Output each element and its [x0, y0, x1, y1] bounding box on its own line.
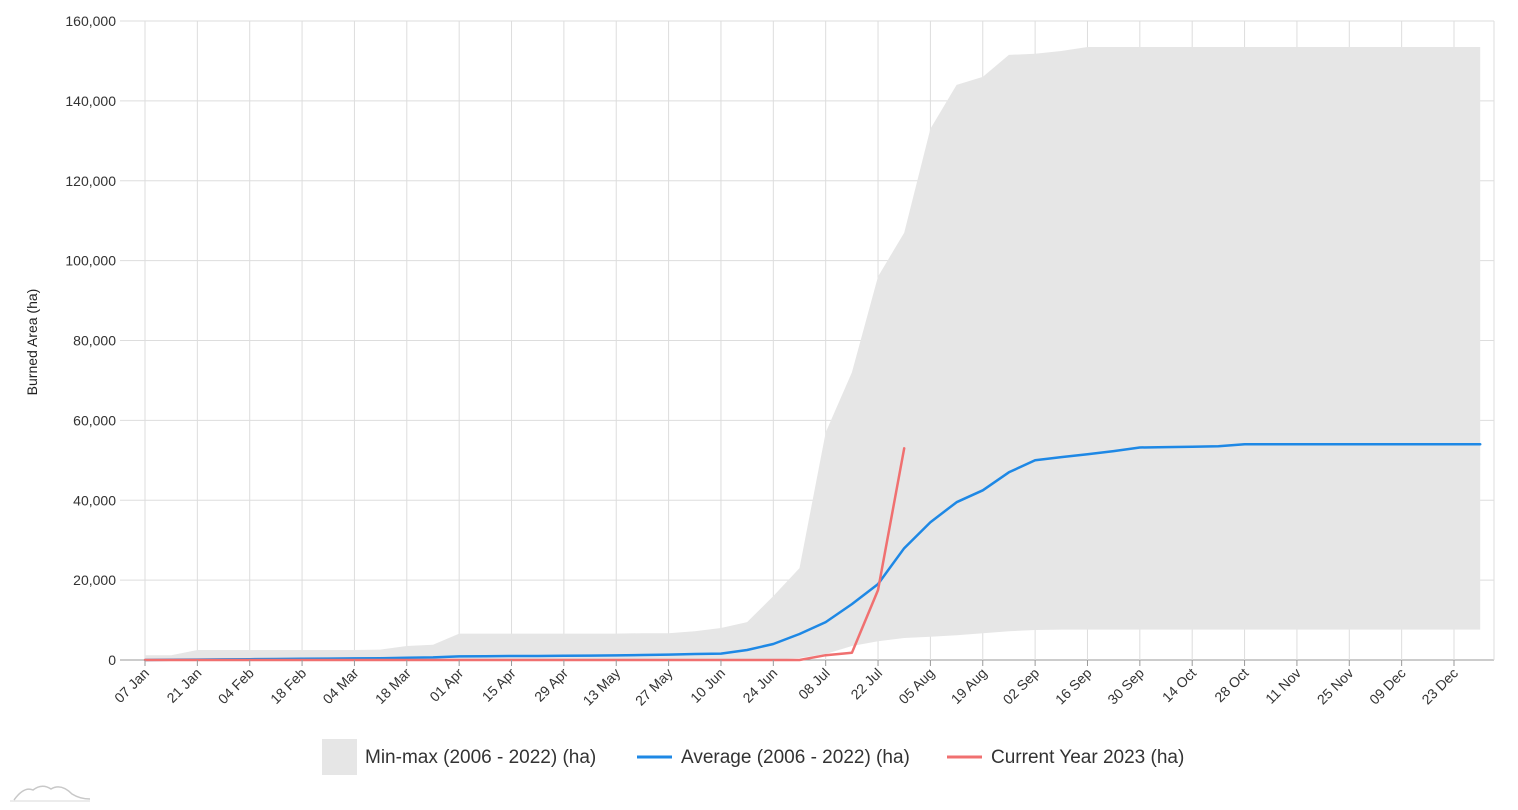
legend-label-minmax: Min-max (2006 - 2022) (ha)	[365, 747, 596, 768]
y-tick-label: 100,000	[65, 253, 116, 269]
legend-item-minmax[interactable]: Min-max (2006 - 2022) (ha)	[322, 739, 596, 775]
x-tick-label: 08 Jul	[795, 665, 833, 703]
legend-item-average[interactable]: Average (2006 - 2022) (ha)	[637, 747, 910, 768]
x-tick-label: 10 Jun	[687, 665, 728, 706]
x-tick-label: 30 Sep	[1104, 665, 1147, 708]
mountain-logo-icon	[13, 785, 91, 801]
series-lines	[143, 443, 1482, 662]
x-tick-label: 02 Sep	[1000, 665, 1043, 708]
x-tick-label: 18 Feb	[267, 665, 309, 707]
y-tick-label: 160,000	[65, 13, 116, 29]
x-tick-label: 27 May	[632, 665, 676, 709]
legend-label-average: Average (2006 - 2022) (ha)	[681, 747, 910, 768]
legend-item-current[interactable]: Current Year 2023 (ha)	[947, 747, 1184, 768]
x-tick-label: 09 Dec	[1366, 665, 1409, 708]
x-tick-label: 16 Sep	[1052, 665, 1095, 708]
legend-label-current: Current Year 2023 (ha)	[991, 747, 1184, 768]
x-tick-label: 15 Apr	[479, 665, 519, 705]
legend[interactable]: Min-max (2006 - 2022) (ha) Average (2006…	[322, 739, 1184, 775]
x-tick-label: 22 Jul	[847, 665, 885, 703]
x-tick-label: 04 Feb	[215, 665, 257, 707]
x-tick-label: 28 Oct	[1211, 665, 1252, 706]
x-tick-label: 24 Jun	[739, 665, 780, 706]
x-tick-label: 19 Aug	[948, 665, 990, 707]
x-tick-label: 11 Nov	[1262, 665, 1304, 707]
watermark-logo	[10, 785, 91, 802]
y-tick-label: 120,000	[65, 173, 116, 189]
x-tick-label: 18 Mar	[372, 665, 414, 707]
minmax-range-area	[145, 47, 1481, 660]
x-tick-label: 01 Apr	[426, 665, 466, 705]
x-tick-label: 05 Aug	[895, 665, 937, 707]
y-tick-label: 60,000	[73, 412, 116, 428]
y-tick-label: 40,000	[73, 492, 116, 508]
y-tick-label: 20,000	[73, 572, 116, 588]
y-tick-label: 140,000	[65, 93, 116, 109]
x-tick-label: 14 Oct	[1159, 665, 1200, 706]
x-tick-label: 04 Mar	[319, 665, 361, 707]
x-tick-label: 21 Jan	[163, 665, 204, 706]
x-tick-label: 23 Dec	[1418, 665, 1461, 708]
minmax-area	[145, 47, 1481, 660]
y-tick-label: 0	[108, 652, 116, 668]
legend-swatch-minmax	[322, 739, 357, 775]
series-line-average-2006-2022-ha[interactable]	[143, 443, 1482, 662]
series-line-current-year-2023-ha[interactable]	[143, 447, 906, 662]
x-tick-label: 25 Nov	[1314, 665, 1357, 708]
y-axis-label: Burned Area (ha)	[24, 289, 40, 396]
x-tick-label: 29 Apr	[531, 665, 571, 705]
y-tick-label: 80,000	[73, 333, 116, 349]
x-tick-label: 13 May	[580, 665, 624, 709]
x-tick-label: 07 Jan	[111, 665, 152, 706]
